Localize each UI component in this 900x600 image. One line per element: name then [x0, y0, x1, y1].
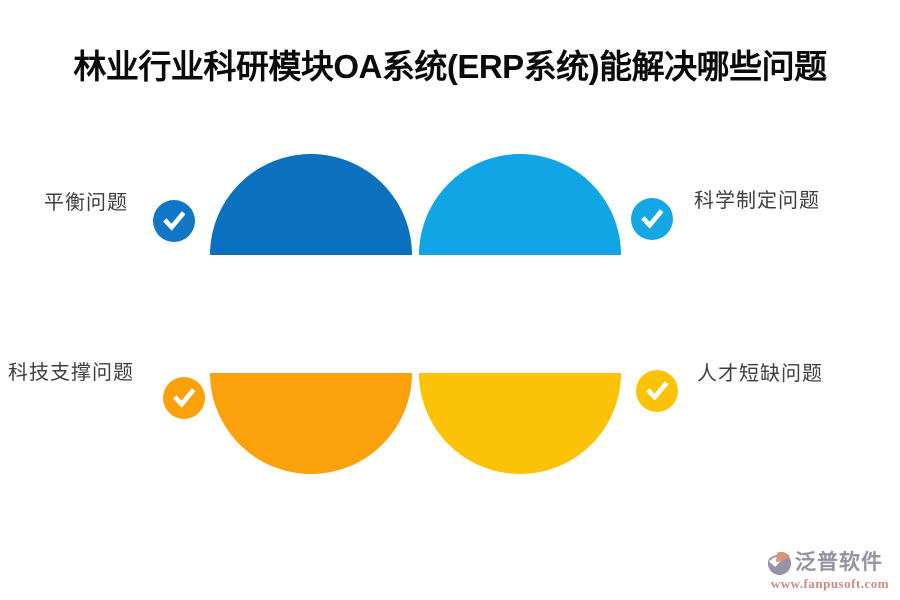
checkmark-icon — [160, 207, 188, 235]
label-top-left: 平衡问题 — [44, 192, 128, 214]
label-bottom-right: 人才短缺问题 — [697, 363, 823, 385]
watermark: 泛普软件 www.fanpusoft.com — [766, 549, 894, 592]
checkmark-icon — [170, 384, 198, 412]
checkmark-icon — [638, 205, 666, 233]
check-badge-bottom-left — [163, 377, 205, 419]
check-badge-top-left — [153, 200, 195, 242]
checkmark-icon — [643, 377, 671, 405]
page-title: 林业行业科研模块OA系统(ERP系统)能解决哪些问题 — [73, 48, 827, 85]
semicircle-top-left — [210, 154, 412, 255]
semicircle-top-right — [419, 154, 621, 255]
semicircle-bottom-right — [419, 373, 621, 474]
watermark-brand-text: 泛普软件 — [795, 551, 883, 574]
semicircle-bottom-left — [210, 373, 412, 474]
watermark-url-text: www.fanpusoft.com — [770, 576, 890, 591]
label-top-right: 科学制定问题 — [694, 190, 820, 212]
label-bottom-left: 科技支撑问题 — [8, 362, 134, 384]
fanpu-logo-icon — [766, 549, 793, 576]
check-badge-top-right — [631, 198, 673, 240]
check-badge-bottom-right — [636, 370, 678, 412]
